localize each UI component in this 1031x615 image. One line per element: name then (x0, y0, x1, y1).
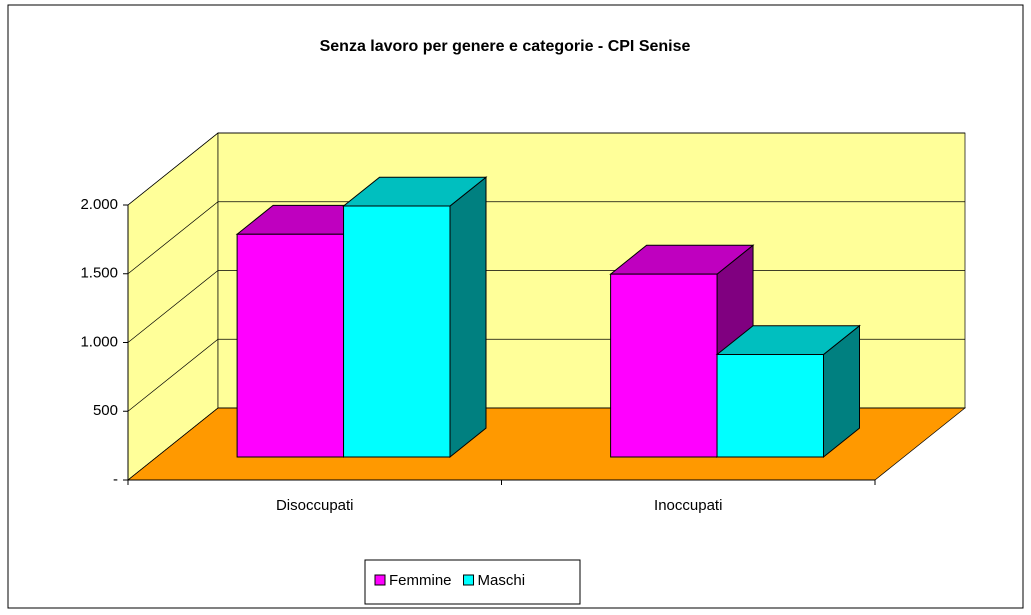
bar (610, 273, 718, 458)
chart-title: Senza lavoro per genere e categorie - CP… (320, 38, 691, 55)
x-tick-label: Inoccupati (654, 497, 722, 514)
grid-line (127, 132, 965, 206)
legend-swatch (463, 574, 475, 586)
legend-swatch (374, 574, 386, 586)
bar (236, 233, 345, 458)
grid-line (127, 201, 965, 275)
bar (716, 354, 824, 458)
y-tick-label: 2.000 (80, 196, 118, 213)
y-tick-label: 500 (93, 402, 118, 419)
legend-label: Maschi (478, 572, 526, 589)
bar (343, 205, 451, 458)
y-tick-label: 1.000 (80, 333, 118, 350)
y-tick-label: - (113, 471, 118, 488)
x-tick-label: Disoccupati (276, 497, 354, 514)
y-tick-label: 1.500 (80, 265, 118, 282)
legend-label: Femmine (389, 572, 452, 589)
bar-side (449, 176, 487, 459)
